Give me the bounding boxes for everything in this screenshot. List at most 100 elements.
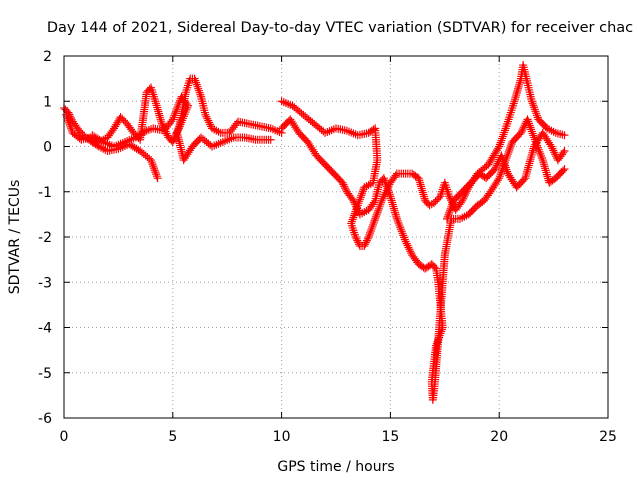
data-point-marker <box>537 151 546 160</box>
data-point-marker <box>374 206 383 215</box>
data-point-marker <box>206 120 215 129</box>
data-point-marker <box>65 120 74 129</box>
data-point-marker <box>523 115 532 124</box>
data-point-marker <box>376 200 385 209</box>
data-point-marker <box>153 174 162 183</box>
data-point-marker <box>140 127 149 136</box>
data-point-marker <box>532 109 541 118</box>
data-point-marker <box>404 243 413 252</box>
data-point-marker <box>205 118 214 127</box>
y-tick-label: 2 <box>43 49 52 65</box>
data-point-marker <box>194 86 203 95</box>
data-point-marker <box>529 101 538 110</box>
data-point-marker <box>150 166 159 175</box>
data-point-marker <box>380 176 389 185</box>
data-point-marker <box>148 160 157 169</box>
data-point-marker <box>357 191 366 200</box>
data-point-marker <box>384 186 393 195</box>
data-point-marker <box>501 126 510 135</box>
data-point-marker <box>447 202 456 211</box>
data-point-marker <box>399 231 408 240</box>
data-point-marker <box>149 164 158 173</box>
data-point-marker <box>494 144 503 153</box>
data-point-marker <box>499 130 508 139</box>
data-point-marker <box>152 172 161 181</box>
data-point-marker <box>171 109 180 118</box>
data-point-marker <box>504 148 513 157</box>
x-tick-label: 25 <box>599 429 617 445</box>
data-point-marker <box>495 174 504 183</box>
data-point-marker <box>168 137 177 146</box>
data-point-marker <box>384 188 393 197</box>
data-point-marker <box>400 233 409 242</box>
data-point-marker <box>360 183 369 192</box>
data-point-marker <box>97 136 106 145</box>
data-point-marker <box>525 121 534 130</box>
data-point-marker <box>371 212 380 221</box>
chart-title: Day 144 of 2021, Sidereal Day-to-day VTE… <box>47 20 633 36</box>
data-point-marker <box>519 175 528 184</box>
data-point-marker <box>379 174 388 183</box>
data-point-marker <box>192 80 201 89</box>
data-point-marker <box>445 192 454 201</box>
data-point-marker <box>66 122 75 131</box>
data-point-marker <box>368 220 377 229</box>
data-point-marker <box>506 144 515 153</box>
y-tick-label: -6 <box>38 411 52 427</box>
data-point-marker <box>361 240 370 249</box>
data-point-marker <box>376 198 385 207</box>
data-point-marker <box>358 189 367 198</box>
data-point-marker <box>496 138 505 147</box>
data-point-marker <box>537 154 546 163</box>
data-point-marker <box>353 236 362 245</box>
data-point-marker <box>352 202 361 211</box>
data-point-marker <box>442 214 451 223</box>
data-point-marker <box>375 202 384 211</box>
data-point-marker <box>497 151 506 160</box>
data-point-marker <box>394 219 403 228</box>
data-point-marker <box>64 116 73 125</box>
data-point-marker <box>368 222 377 231</box>
y-tick-label: -1 <box>38 185 52 201</box>
data-point-marker <box>503 150 512 159</box>
data-point-marker <box>203 114 212 123</box>
data-point-marker <box>172 105 181 114</box>
data-point-marker <box>354 206 363 215</box>
data-point-marker <box>550 148 559 157</box>
series-track-b <box>62 74 286 146</box>
data-point-marker <box>367 224 376 233</box>
data-point-marker <box>401 237 410 246</box>
y-tick-label: 0 <box>43 140 52 156</box>
data-point-marker <box>492 161 501 170</box>
data-point-marker <box>534 145 543 154</box>
data-point-marker <box>67 124 76 133</box>
data-point-marker <box>458 196 467 205</box>
data-point-marker <box>370 216 379 225</box>
data-point-marker <box>459 194 468 203</box>
y-tick-label: 1 <box>43 94 52 110</box>
data-point-marker <box>355 195 364 204</box>
data-point-marker <box>526 123 535 132</box>
data-point-marker <box>531 107 540 116</box>
data-point-marker <box>339 180 348 189</box>
y-tick-label: -3 <box>38 275 52 291</box>
data-point-marker <box>497 136 506 145</box>
data-point-marker <box>493 176 502 185</box>
series-track-c <box>88 92 275 165</box>
data-point-marker <box>530 105 539 114</box>
data-point-marker <box>169 135 178 144</box>
data-point-marker <box>395 221 404 230</box>
data-point-marker <box>366 228 375 237</box>
data-point-marker <box>560 165 569 174</box>
data-point-marker <box>444 210 453 219</box>
data-point-marker <box>446 204 455 213</box>
data-point-marker <box>174 100 183 109</box>
x-tick-label: 0 <box>60 429 69 445</box>
data-point-marker <box>363 234 372 243</box>
data-point-marker <box>366 226 375 235</box>
data-point-marker <box>147 158 156 167</box>
data-point-marker <box>530 103 539 112</box>
data-point-marker <box>498 153 507 162</box>
